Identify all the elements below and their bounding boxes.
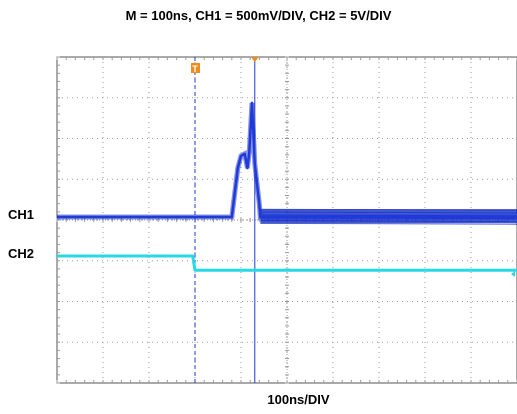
- ch1-noise-trace: [260, 208, 517, 211]
- chart-title: M = 100ns, CH1 = 500mV/DIV, CH2 = 5V/DIV: [125, 8, 392, 23]
- traces: [57, 101, 517, 272]
- ch1-noise-trace: [260, 220, 517, 222]
- ch2-offset-indicator-icon: [511, 271, 515, 277]
- x-axis-label: 100ns/DIV: [267, 392, 330, 407]
- ch2-trace: [57, 254, 517, 272]
- ch1-noise-trace: [260, 223, 517, 225]
- cursor-top-marker-icon: [250, 57, 259, 62]
- ch1-noise-trace: [260, 211, 517, 214]
- ch1-label: CH1: [8, 207, 35, 222]
- ch1-trace: [57, 101, 517, 219]
- trigger-marker-symbol: T: [192, 64, 198, 74]
- ch2-label: CH2: [8, 246, 35, 261]
- trigger-marker-icon: [191, 63, 200, 73]
